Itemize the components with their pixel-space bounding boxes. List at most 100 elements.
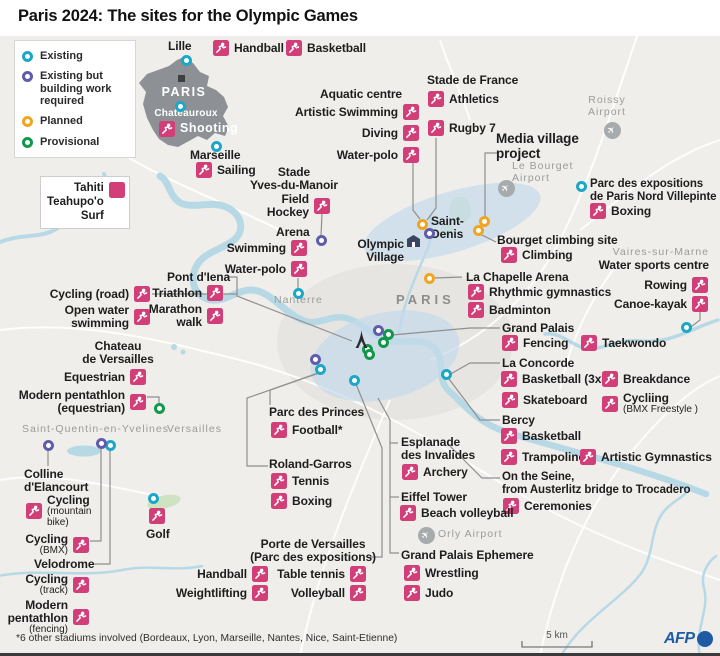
site-dot-existing [210, 140, 222, 152]
parc-des-princes-label: Parc des Princes [269, 405, 365, 419]
skateboard-label: Skateboard [523, 392, 588, 407]
site-dot-provisional [363, 348, 375, 360]
beach-volleyball: Beach volleyball [400, 505, 514, 521]
roissy-plane-icon: ✈ [604, 122, 621, 139]
tennis: Tennis [271, 473, 329, 489]
site-dot-work [372, 324, 384, 336]
stade-yves-du-manoir-label: Stade Yves-du-Manoir [250, 165, 338, 193]
table-tennis-label: Table tennis [277, 566, 345, 581]
on-the-seine-label: On the Seine, from Austerlitz bridge to T… [502, 471, 691, 496]
athletics-icon [428, 91, 444, 107]
site-dot-provisional [382, 328, 394, 340]
badminton-icon [468, 302, 484, 318]
taekwondo-icon [581, 335, 597, 351]
artistic-swimming-label: Artistic Swimming [295, 104, 398, 119]
villepinte-label: Parc des expositions de Paris Nord Villep… [590, 178, 717, 203]
cycling-road-label: Cycling (road) [49, 286, 129, 301]
basketball-3x3-label: Basketball (3x3) [522, 371, 612, 386]
rhythmic-gymnastics-label: Rhythmic gymnastics [489, 284, 612, 299]
footnote: *6 other stadiums involved (Bordeaux, Ly… [16, 633, 398, 644]
cycling-icon [26, 503, 42, 520]
openwater-icon [134, 308, 150, 325]
arena-label: Arena [276, 225, 310, 239]
cycling-icon [134, 286, 150, 302]
canoe-kayak: Canoe-kayak [614, 296, 708, 312]
site-dot-existing [348, 374, 360, 386]
diving-label: Diving [361, 125, 398, 140]
olympic-village-label: Olympic Village [357, 237, 404, 265]
breakdance-icon [602, 371, 618, 387]
field-hockey: Field Hockey [267, 193, 330, 219]
le-bourget-plane-icon: ✈ [498, 180, 515, 197]
triathlon-icon [207, 285, 223, 301]
archery: Archery [402, 464, 468, 480]
site-dot-existing [180, 54, 192, 66]
bercy-label: Bercy [502, 413, 535, 427]
modern-pentathlon-fencing-label: Modern pentathlon (fencing) [7, 598, 68, 635]
water-sports-centre-label: Water sports centre [598, 258, 709, 272]
canoe-icon [692, 296, 708, 312]
orly-airport-label: Orly Airport [438, 528, 503, 540]
handball-porte-label: Handball [197, 566, 247, 581]
site-dot-existing [147, 492, 159, 504]
media-village-project-label: Media village project [496, 131, 579, 162]
open-water-swimming-label: Open water swimming [64, 303, 129, 330]
le-bourget-airport-label: Le Bourget Airport [512, 160, 574, 184]
ceremonies-label: Ceremonies [524, 498, 592, 513]
judo: Judo [404, 585, 453, 601]
boxing-icon [271, 493, 287, 509]
legend-item-2: Planned [22, 115, 128, 128]
boxing-villepinte-label: Boxing [611, 203, 652, 218]
equestrian-icon [130, 393, 146, 410]
climbing: Climbing [501, 247, 573, 263]
rowing-icon [692, 277, 708, 293]
football: Football* [271, 422, 343, 438]
stade-de-france-label: Stade de France [427, 73, 519, 87]
basketball-bercy-label: Basketball [522, 428, 582, 443]
rugby-icon [428, 120, 444, 136]
site-dot-provisional [377, 336, 389, 348]
golf-icon [149, 508, 165, 524]
chateau-de-versailles-label: Chateau de Versailles [82, 339, 154, 367]
rowing: Rowing [644, 277, 708, 293]
basketball-icon [501, 428, 517, 444]
wrestling-label: Wrestling [425, 565, 479, 580]
walk-icon [207, 307, 223, 324]
weightlifting: Weightlifting [176, 585, 268, 601]
sailing-icon [196, 162, 212, 178]
scale-bar [521, 641, 593, 648]
judo-icon [404, 585, 420, 601]
modern-pentathlon-fencing: Modern pentathlon (fencing) [8, 599, 89, 635]
equestrian-label: Equestrian [63, 369, 125, 384]
la-concorde-label: La Concorde [502, 356, 575, 370]
handball-lille: Handball [213, 40, 284, 56]
legend-item-label: Planned [40, 115, 83, 128]
modern-pentathlon-equestrian-label: Modern pentathlon (equestrian) [18, 388, 125, 415]
athletics: Athletics [428, 91, 499, 107]
legend-dot-icon [22, 116, 33, 128]
page-title: Paris 2024: The sites for the Olympic Ga… [18, 7, 358, 25]
boxing-icon [590, 203, 606, 219]
cycling-road: Cycling (road) [50, 286, 150, 302]
shooting-label: Shooting [180, 121, 239, 136]
cycling-bmx-label: Cycling (BMX) [25, 532, 68, 556]
beach-volleyball-label: Beach volleyball [421, 505, 514, 520]
football-label: Football* [292, 422, 343, 437]
cycling-bmx: Cycling (BMX) [25, 533, 89, 557]
saint-quentin-en-yvelines-label: Saint-Quentin-en-Yvelines [22, 423, 169, 435]
title-band [0, 0, 720, 36]
site-dot-planned [423, 272, 435, 284]
site-dot-work [315, 234, 327, 246]
legend-item-0: Existing [22, 50, 128, 62]
artistic-gymnastics-label: Artistic Gymnastics [601, 449, 712, 464]
basketball-3x3: Basketball (3x3) [501, 371, 612, 387]
ceremonies-icon [503, 498, 519, 514]
wrestling: Wrestling [404, 565, 479, 581]
taekwondo-label: Taekwondo [602, 335, 667, 350]
volleyball: Volleyball [291, 585, 366, 601]
vaires-sur-marne-label: Vaires-sur-Marne [612, 246, 709, 258]
swimming-arena-label: Swimming [226, 240, 286, 255]
marathon-walk: Marathon walk [149, 303, 223, 329]
site-dot-existing [680, 321, 692, 333]
open-water-swimming: Open water swimming [65, 304, 150, 330]
